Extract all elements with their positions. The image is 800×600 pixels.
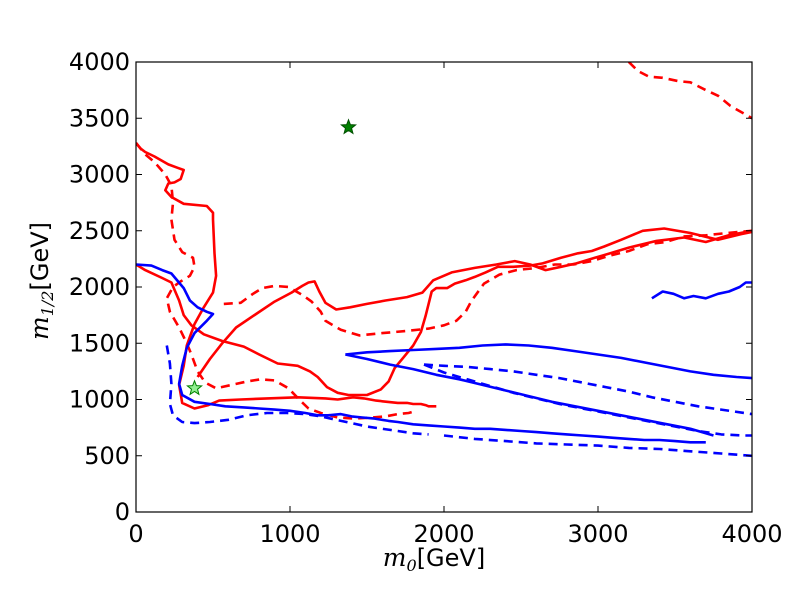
series-blue-solid-island — [651, 281, 752, 300]
dark-green-star-marker — [340, 118, 357, 135]
series-red-solid-upper-branch — [136, 227, 752, 397]
plot-area — [136, 62, 752, 458]
x-tick-label: 2000 — [413, 520, 474, 548]
series-blue-dashed-left — [165, 345, 429, 436]
series-red-solid-ridge — [196, 229, 752, 378]
series-blue-solid-tongue — [345, 343, 752, 380]
light-green-star-marker — [186, 379, 203, 396]
y-tick-label: 1500 — [69, 329, 130, 357]
x-axis-label: m0[GeV] — [383, 543, 485, 575]
y-tick-label: 1000 — [69, 386, 130, 414]
y-tick-label: 3500 — [69, 104, 130, 132]
y-tick-label: 2000 — [69, 273, 130, 301]
y-tick-label: 3000 — [69, 161, 130, 189]
y-tick-label: 4000 — [69, 48, 130, 76]
x-tick-label: 3000 — [567, 520, 628, 548]
series-blue-dashed-tongue-lower — [423, 363, 752, 437]
series-red-dashed-top-right — [627, 62, 752, 120]
ticks: 0 1000 2000 3000 4000 0 500 1000 1500 2000 2500 300… — [69, 48, 783, 548]
x-tick-label: 4000 — [721, 520, 782, 548]
y-tick-label: 0 — [115, 498, 130, 526]
series-blue-dashed-tongue — [423, 363, 752, 416]
y-tick-label: 500 — [84, 442, 130, 470]
y-tick-label: 2500 — [69, 217, 130, 245]
x-tick-label: 1000 — [259, 520, 320, 548]
series-red-dashed-mid — [223, 229, 752, 337]
series-blue-dashed-bottom — [443, 434, 752, 458]
series-blue-solid-region — [136, 263, 706, 444]
y-axis-label: m1/2[GeV] — [25, 222, 57, 340]
x-tick-label: 0 — [128, 520, 143, 548]
